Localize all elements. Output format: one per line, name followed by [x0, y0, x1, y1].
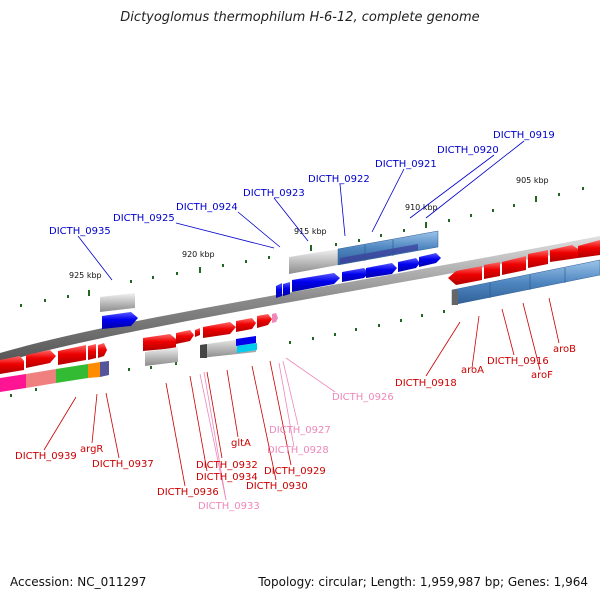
gene-label: DICTH_0918: [395, 378, 457, 389]
gene-label: DICTH_0932: [196, 460, 258, 471]
tick-label: 920 kbp: [182, 250, 215, 259]
gene-labels-red: aroB aroF DICTH_0916 aroA DICTH_0918 DIC…: [15, 344, 576, 498]
gene-label: DICTH_0935: [49, 226, 111, 237]
gene-label: DICTH_0928: [267, 445, 329, 456]
genome-backbone: [0, 236, 600, 363]
gene-label: DICTH_0922: [308, 174, 370, 185]
gene-label: DICTH_0926: [332, 392, 394, 403]
tick-label: 905 kbp: [516, 176, 549, 185]
gene-label: DICTH_0919: [493, 130, 555, 141]
gene-label: DICTH_0934: [196, 472, 258, 483]
feature-track-left: [0, 361, 109, 392]
tick-label: 925 kbp: [69, 271, 102, 280]
feature-track-right: [451, 259, 600, 306]
gene-arrows-blue: [102, 253, 441, 329]
accession-text: Accession: NC_011297: [10, 575, 147, 589]
gene-arrows-red-right: [448, 240, 600, 285]
gene-label: DICTH_0927: [269, 425, 331, 436]
gene-labels-pink: DICTH_0926 DICTH_0927 DICTH_0928 DICTH_0…: [198, 392, 394, 512]
gene-arrows-red-middle: [143, 313, 278, 351]
gene-label: DICTH_0933: [198, 501, 260, 512]
gene-label: DICTH_0924: [176, 202, 238, 213]
feature-track-middle: [145, 336, 257, 366]
label-leaders-pink: [199, 357, 336, 501]
gene-label: DICTH_0937: [92, 459, 154, 470]
gene-label: aroF: [531, 370, 553, 381]
gene-label: argR: [80, 444, 103, 455]
gene-label: DICTH_0921: [375, 159, 437, 170]
tick-label: 915 kbp: [294, 227, 327, 236]
gene-label: DICTH_0930: [246, 481, 308, 492]
feature-box-gray: [100, 293, 135, 312]
gene-label: gltA: [231, 438, 251, 449]
gene-label: aroB: [553, 344, 576, 355]
gene-arrows-red-left: [0, 343, 107, 374]
tick-marks-lower: [10, 310, 445, 397]
label-leaders-blue: [77, 140, 525, 281]
gene-label: DICTH_0916: [487, 356, 549, 367]
gene-label: DICTH_0929: [264, 466, 326, 477]
label-leaders-red: [43, 297, 560, 487]
gene-label: DICTH_0936: [157, 487, 219, 498]
gene-label: DICTH_0920: [437, 145, 499, 156]
gene-labels-blue: DICTH_0919 DICTH_0920 DICTH_0921 DICTH_0…: [49, 130, 555, 237]
feature-track-upper: [289, 230, 439, 274]
gene-label: DICTH_0925: [113, 213, 175, 224]
tick-label: 910 kbp: [405, 203, 438, 212]
gene-label: DICTH_0939: [15, 451, 77, 462]
gene-label: DICTH_0923: [243, 188, 305, 199]
topology-text: Topology: circular; Length: 1,959,987 bp…: [258, 575, 588, 589]
map-title: Dictyoglomus thermophilum H-6-12, comple…: [120, 10, 480, 25]
tick-marks-upper: [20, 187, 584, 307]
gene-label: aroA: [461, 365, 484, 376]
